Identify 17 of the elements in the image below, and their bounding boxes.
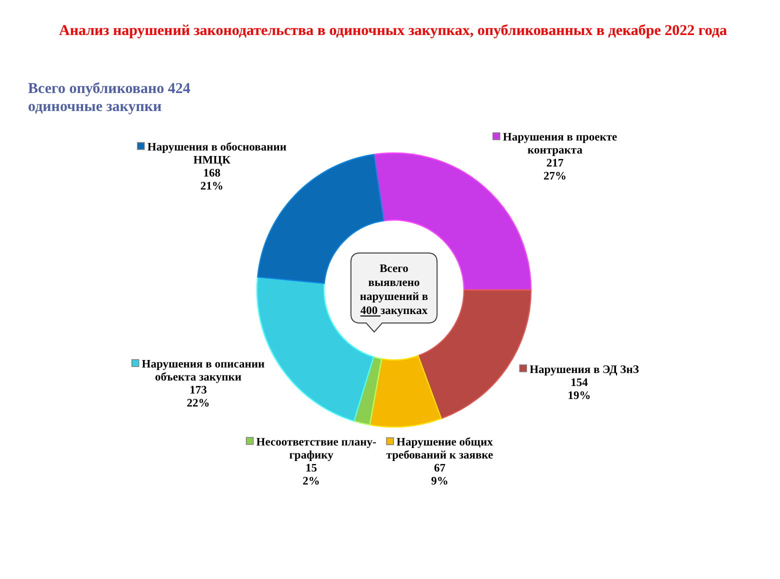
- data-label: 217 27%: [544, 158, 567, 183]
- legend-label: Нарушения в ЭД ЗнЗ: [530, 364, 639, 376]
- chart-subtitle: Всего опубликовано 424 одиночные закупки: [28, 81, 191, 115]
- donut-slice: [353, 356, 382, 426]
- data-label: 15 2%: [302, 462, 320, 488]
- data-label: 67 9%: [431, 462, 448, 488]
- data-label: 154 19%: [568, 376, 591, 402]
- chart-title: Анализ нарушений законодательства в одиночных закупках, опубликованных в декабре 2022 года: [59, 23, 728, 39]
- legend-label: Несоответствие плану-графику: [256, 436, 376, 462]
- legend-label: Нарушение общих требований к заявке: [386, 436, 494, 462]
- data-label: 168 21%: [200, 168, 224, 193]
- data-label: 173 22%: [186, 384, 210, 410]
- legend-label: Нарушения в проекте контракта: [502, 132, 618, 157]
- donut-slice: [369, 355, 442, 428]
- legend-label: Нарушения в описании объекта закупки: [142, 358, 265, 384]
- legend-label: Нарушения в обосновании НМЦК: [147, 142, 287, 167]
- text: Всего выявлено нарушений в 400 закупках: [360, 263, 428, 317]
